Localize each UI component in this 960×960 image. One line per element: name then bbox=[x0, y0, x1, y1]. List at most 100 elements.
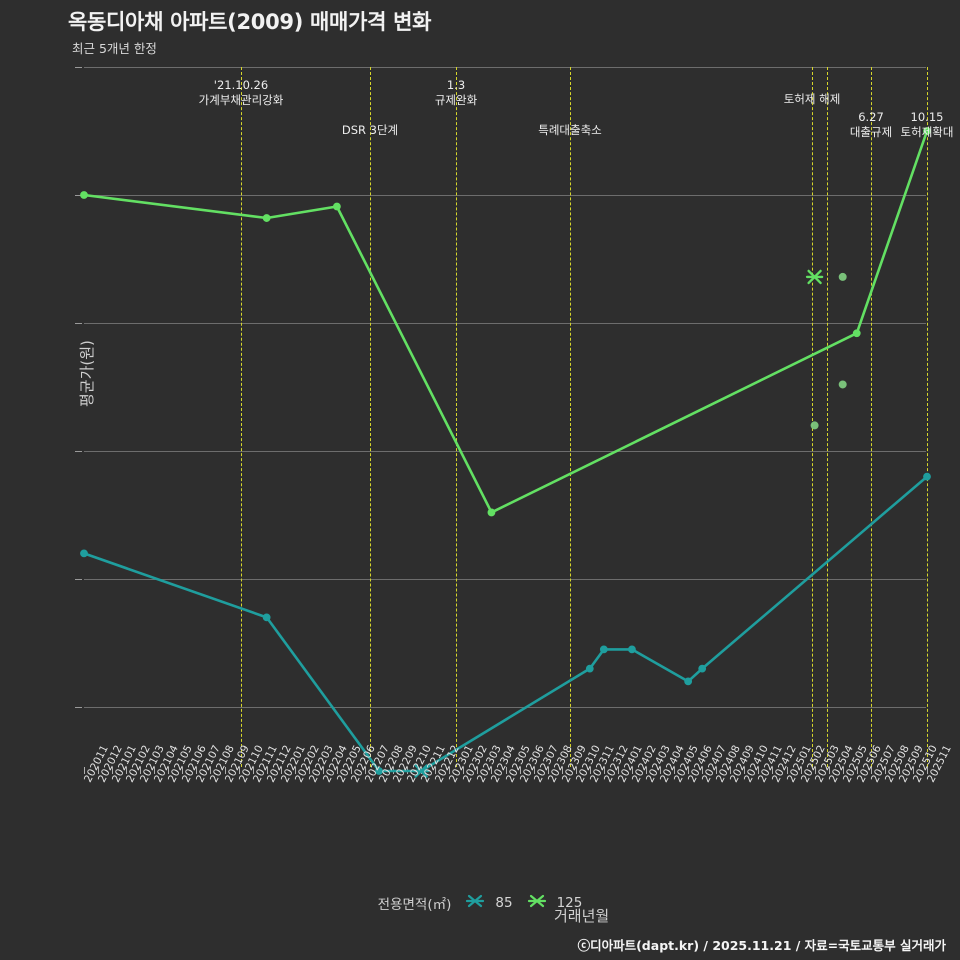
x-tick-mark bbox=[519, 767, 521, 774]
x-tick-mark bbox=[660, 767, 662, 774]
x-tick-mark bbox=[547, 767, 549, 774]
event-vline bbox=[241, 67, 242, 767]
event-vline bbox=[570, 67, 571, 767]
page-title: 옥동디아채 아파트(2009) 매매가격 변화 bbox=[68, 10, 432, 34]
scatter-point bbox=[838, 380, 847, 389]
event-annotation: 6.27 대출규제 bbox=[850, 110, 892, 140]
y-tick-mark bbox=[75, 451, 82, 452]
event-annotation: '21.10.26 가계부채관리강화 bbox=[199, 78, 284, 108]
x-tick-mark bbox=[617, 767, 619, 774]
x-tick-mark bbox=[533, 767, 535, 774]
x-tick-mark bbox=[561, 767, 563, 774]
event-vline bbox=[812, 67, 813, 767]
x-tick-mark bbox=[210, 767, 212, 774]
x-tick-mark bbox=[786, 767, 788, 774]
series-line bbox=[82, 475, 929, 773]
x-tick-mark bbox=[350, 767, 352, 774]
chart-legend: 전용면적(㎡) 85 125 bbox=[0, 893, 960, 913]
annotation-line: 토허제 해제 bbox=[783, 92, 841, 106]
series-point bbox=[80, 191, 88, 199]
event-vline bbox=[370, 67, 371, 767]
series-point bbox=[628, 645, 636, 654]
x-tick-mark bbox=[322, 767, 324, 774]
series-point bbox=[262, 214, 271, 222]
x-tick-mark bbox=[575, 767, 577, 774]
x-tick-mark bbox=[842, 767, 844, 774]
x-marker bbox=[413, 764, 430, 778]
annotation-line: 6.27 bbox=[858, 110, 884, 124]
series-point bbox=[852, 329, 861, 338]
x-tick-mark bbox=[688, 767, 690, 774]
x-tick-mark bbox=[435, 767, 437, 774]
x-tick-mark bbox=[266, 767, 268, 774]
x-tick-mark bbox=[98, 767, 100, 774]
x-tick-mark bbox=[196, 767, 198, 774]
annotation-line: 1.3 bbox=[446, 78, 466, 92]
x-tick-mark bbox=[814, 767, 816, 774]
event-annotation: 특례대출축소 bbox=[538, 123, 601, 138]
event-annotation: DSR 3단계 bbox=[342, 123, 398, 138]
x-tick-mark bbox=[491, 767, 493, 774]
x-marker bbox=[805, 269, 824, 285]
page-subtitle: 최근 5개년 한정 bbox=[72, 41, 157, 56]
x-tick-mark bbox=[674, 767, 676, 774]
x-tick-mark bbox=[800, 767, 802, 774]
chart-series-layer bbox=[80, 127, 931, 778]
y-tick-mark bbox=[75, 195, 82, 196]
gridline bbox=[84, 323, 926, 324]
annotation-line: 가계부채관리강화 bbox=[198, 93, 284, 107]
x-tick-mark bbox=[238, 767, 240, 774]
series-point bbox=[923, 472, 931, 481]
legend-item-label[interactable]: 85 bbox=[495, 895, 513, 911]
x-tick-mark bbox=[449, 767, 451, 774]
chart-plot-area: '21.10.26 가계부채관리강화 DSR 3단계 1.3 규제완화 특례대출축소 토허제… bbox=[75, 67, 954, 925]
legend-item-label[interactable]: 125 bbox=[556, 895, 583, 911]
annotation-line: 특례대출축소 bbox=[538, 123, 602, 137]
x-tick-mark bbox=[154, 767, 156, 774]
x-tick-mark bbox=[631, 767, 633, 774]
x-tick-mark bbox=[140, 767, 142, 774]
x-tick-mark bbox=[308, 767, 310, 774]
x-tick-mark bbox=[912, 767, 914, 774]
series-point bbox=[80, 549, 88, 558]
x-tick-mark bbox=[477, 767, 479, 774]
y-tick-mark bbox=[75, 67, 82, 68]
x-tick-mark bbox=[84, 767, 85, 774]
legend-x-marker-icon bbox=[465, 893, 485, 913]
series-point bbox=[585, 664, 594, 673]
x-tick-mark bbox=[280, 767, 282, 774]
x-tick-mark bbox=[463, 767, 465, 774]
footer-credit: ⓒ디아파트(dapt.kr) / 2025.11.21 / 자료=국토교통부 실… bbox=[577, 938, 946, 953]
event-vline bbox=[827, 67, 828, 767]
event-vline bbox=[871, 67, 872, 767]
annotation-line: '21.10.26 bbox=[213, 78, 269, 92]
x-tick-mark bbox=[365, 767, 366, 774]
event-annotation: 10.15 토허제확대 bbox=[901, 110, 954, 140]
annotation-line: 토허제확대 bbox=[900, 125, 954, 139]
x-tick-mark bbox=[224, 767, 226, 774]
series-point bbox=[375, 767, 383, 775]
series-point bbox=[599, 645, 608, 654]
event-vline bbox=[927, 67, 928, 767]
x-tick-mark bbox=[603, 767, 605, 774]
event-annotation: 토허제 해제 bbox=[784, 92, 841, 107]
y-tick-mark bbox=[75, 579, 82, 580]
x-tick-mark bbox=[870, 767, 872, 774]
x-tick-mark bbox=[294, 767, 296, 774]
y-tick-mark bbox=[75, 323, 82, 324]
series-point bbox=[923, 127, 931, 135]
series-point bbox=[333, 202, 341, 211]
x-tick-mark bbox=[856, 767, 858, 774]
gridline bbox=[84, 67, 926, 68]
annotation-line: DSR 3단계 bbox=[341, 123, 399, 137]
scatter-point bbox=[810, 421, 819, 430]
x-tick-mark bbox=[112, 767, 114, 774]
series-line bbox=[82, 129, 929, 514]
x-tick-mark bbox=[772, 767, 774, 774]
x-tick-mark bbox=[716, 767, 718, 774]
x-tick-mark bbox=[589, 767, 591, 774]
series-point bbox=[684, 677, 693, 686]
y-axis-title: 평균가(원) bbox=[78, 340, 96, 407]
x-tick-mark bbox=[898, 767, 900, 774]
series-point bbox=[698, 664, 707, 673]
